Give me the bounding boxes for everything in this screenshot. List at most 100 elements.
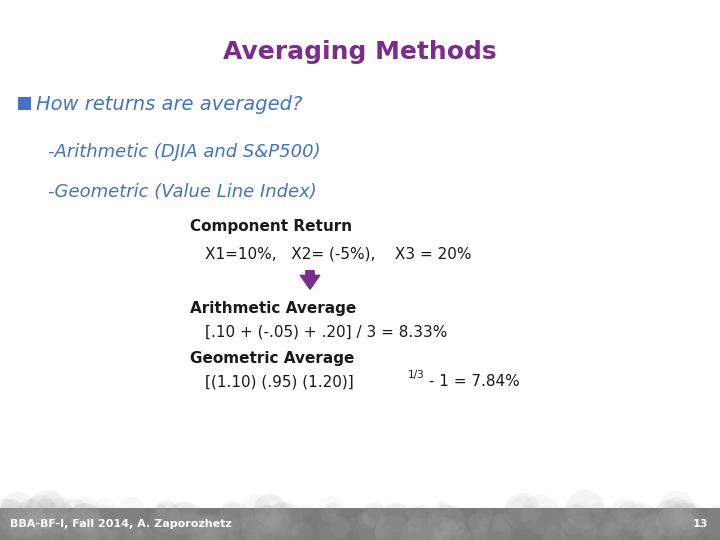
Circle shape [329,517,350,537]
Circle shape [445,522,459,536]
Circle shape [565,490,605,530]
Circle shape [72,497,100,525]
Circle shape [272,506,302,535]
Circle shape [23,495,58,530]
Circle shape [14,506,45,536]
Circle shape [428,504,465,540]
Circle shape [257,508,282,532]
Text: Component Return: Component Return [190,219,352,234]
Circle shape [27,490,66,529]
Text: - 1 = 7.84%: - 1 = 7.84% [424,375,520,389]
Circle shape [357,512,368,523]
Circle shape [18,498,44,524]
Circle shape [674,503,701,530]
Circle shape [655,500,684,529]
Circle shape [114,523,130,539]
Circle shape [47,512,69,535]
Circle shape [50,498,72,519]
Circle shape [4,531,16,540]
Circle shape [493,513,513,532]
Text: Geometric Average: Geometric Average [190,350,354,366]
Circle shape [254,521,287,540]
Circle shape [0,512,17,535]
Circle shape [362,503,387,528]
Circle shape [195,516,210,530]
Circle shape [359,525,372,539]
Circle shape [510,496,536,522]
Circle shape [408,508,447,540]
Circle shape [208,514,240,540]
Circle shape [670,507,699,536]
Text: -Arithmetic (DJIA and S&P500): -Arithmetic (DJIA and S&P500) [48,143,320,161]
Circle shape [642,527,662,540]
Circle shape [147,509,181,540]
Circle shape [491,514,508,531]
Circle shape [55,503,75,523]
Circle shape [371,521,382,532]
Circle shape [680,519,706,540]
Circle shape [616,501,647,532]
Circle shape [196,515,226,540]
Circle shape [37,498,68,529]
Circle shape [107,529,118,540]
Circle shape [438,522,451,535]
Circle shape [30,511,53,534]
Text: Averaging Methods: Averaging Methods [223,40,497,64]
Circle shape [656,507,687,537]
Circle shape [299,504,312,518]
Circle shape [559,504,590,535]
Circle shape [602,510,634,540]
Circle shape [441,506,465,530]
Circle shape [200,514,215,529]
Circle shape [13,510,32,529]
Circle shape [521,494,560,534]
Circle shape [37,492,71,525]
Circle shape [450,526,462,538]
Circle shape [592,525,607,540]
Circle shape [362,516,375,530]
Circle shape [227,517,264,540]
Circle shape [626,503,660,537]
Text: How returns are averaged?: How returns are averaged? [36,94,302,113]
Circle shape [505,493,541,530]
Circle shape [560,516,597,540]
Circle shape [27,514,61,540]
Circle shape [478,509,516,540]
Circle shape [78,517,95,534]
Circle shape [520,505,539,523]
Text: X1=10%,   X2= (-5%),    X3 = 20%: X1=10%, X2= (-5%), X3 = 20% [205,246,472,261]
Circle shape [101,521,118,539]
Circle shape [685,503,703,522]
Circle shape [75,510,109,540]
Circle shape [0,522,17,540]
Circle shape [171,512,210,540]
Circle shape [112,510,150,540]
Circle shape [670,503,698,531]
Circle shape [581,524,596,539]
Circle shape [1,491,36,526]
Circle shape [585,522,599,535]
Circle shape [201,516,212,526]
Circle shape [660,504,688,531]
FancyArrowPatch shape [300,271,320,289]
Circle shape [258,505,278,525]
Circle shape [658,508,697,540]
Circle shape [413,524,441,540]
Circle shape [374,515,413,540]
Circle shape [359,515,369,526]
Circle shape [191,525,219,540]
Circle shape [6,522,22,538]
Circle shape [189,514,219,540]
Circle shape [246,529,260,540]
Circle shape [545,527,566,540]
Circle shape [562,518,575,530]
Circle shape [220,501,241,522]
Circle shape [61,508,100,540]
Circle shape [374,523,392,540]
Circle shape [71,503,99,532]
Circle shape [346,517,361,532]
Circle shape [662,497,690,525]
Circle shape [19,512,55,540]
Circle shape [632,518,646,532]
Circle shape [439,530,451,540]
